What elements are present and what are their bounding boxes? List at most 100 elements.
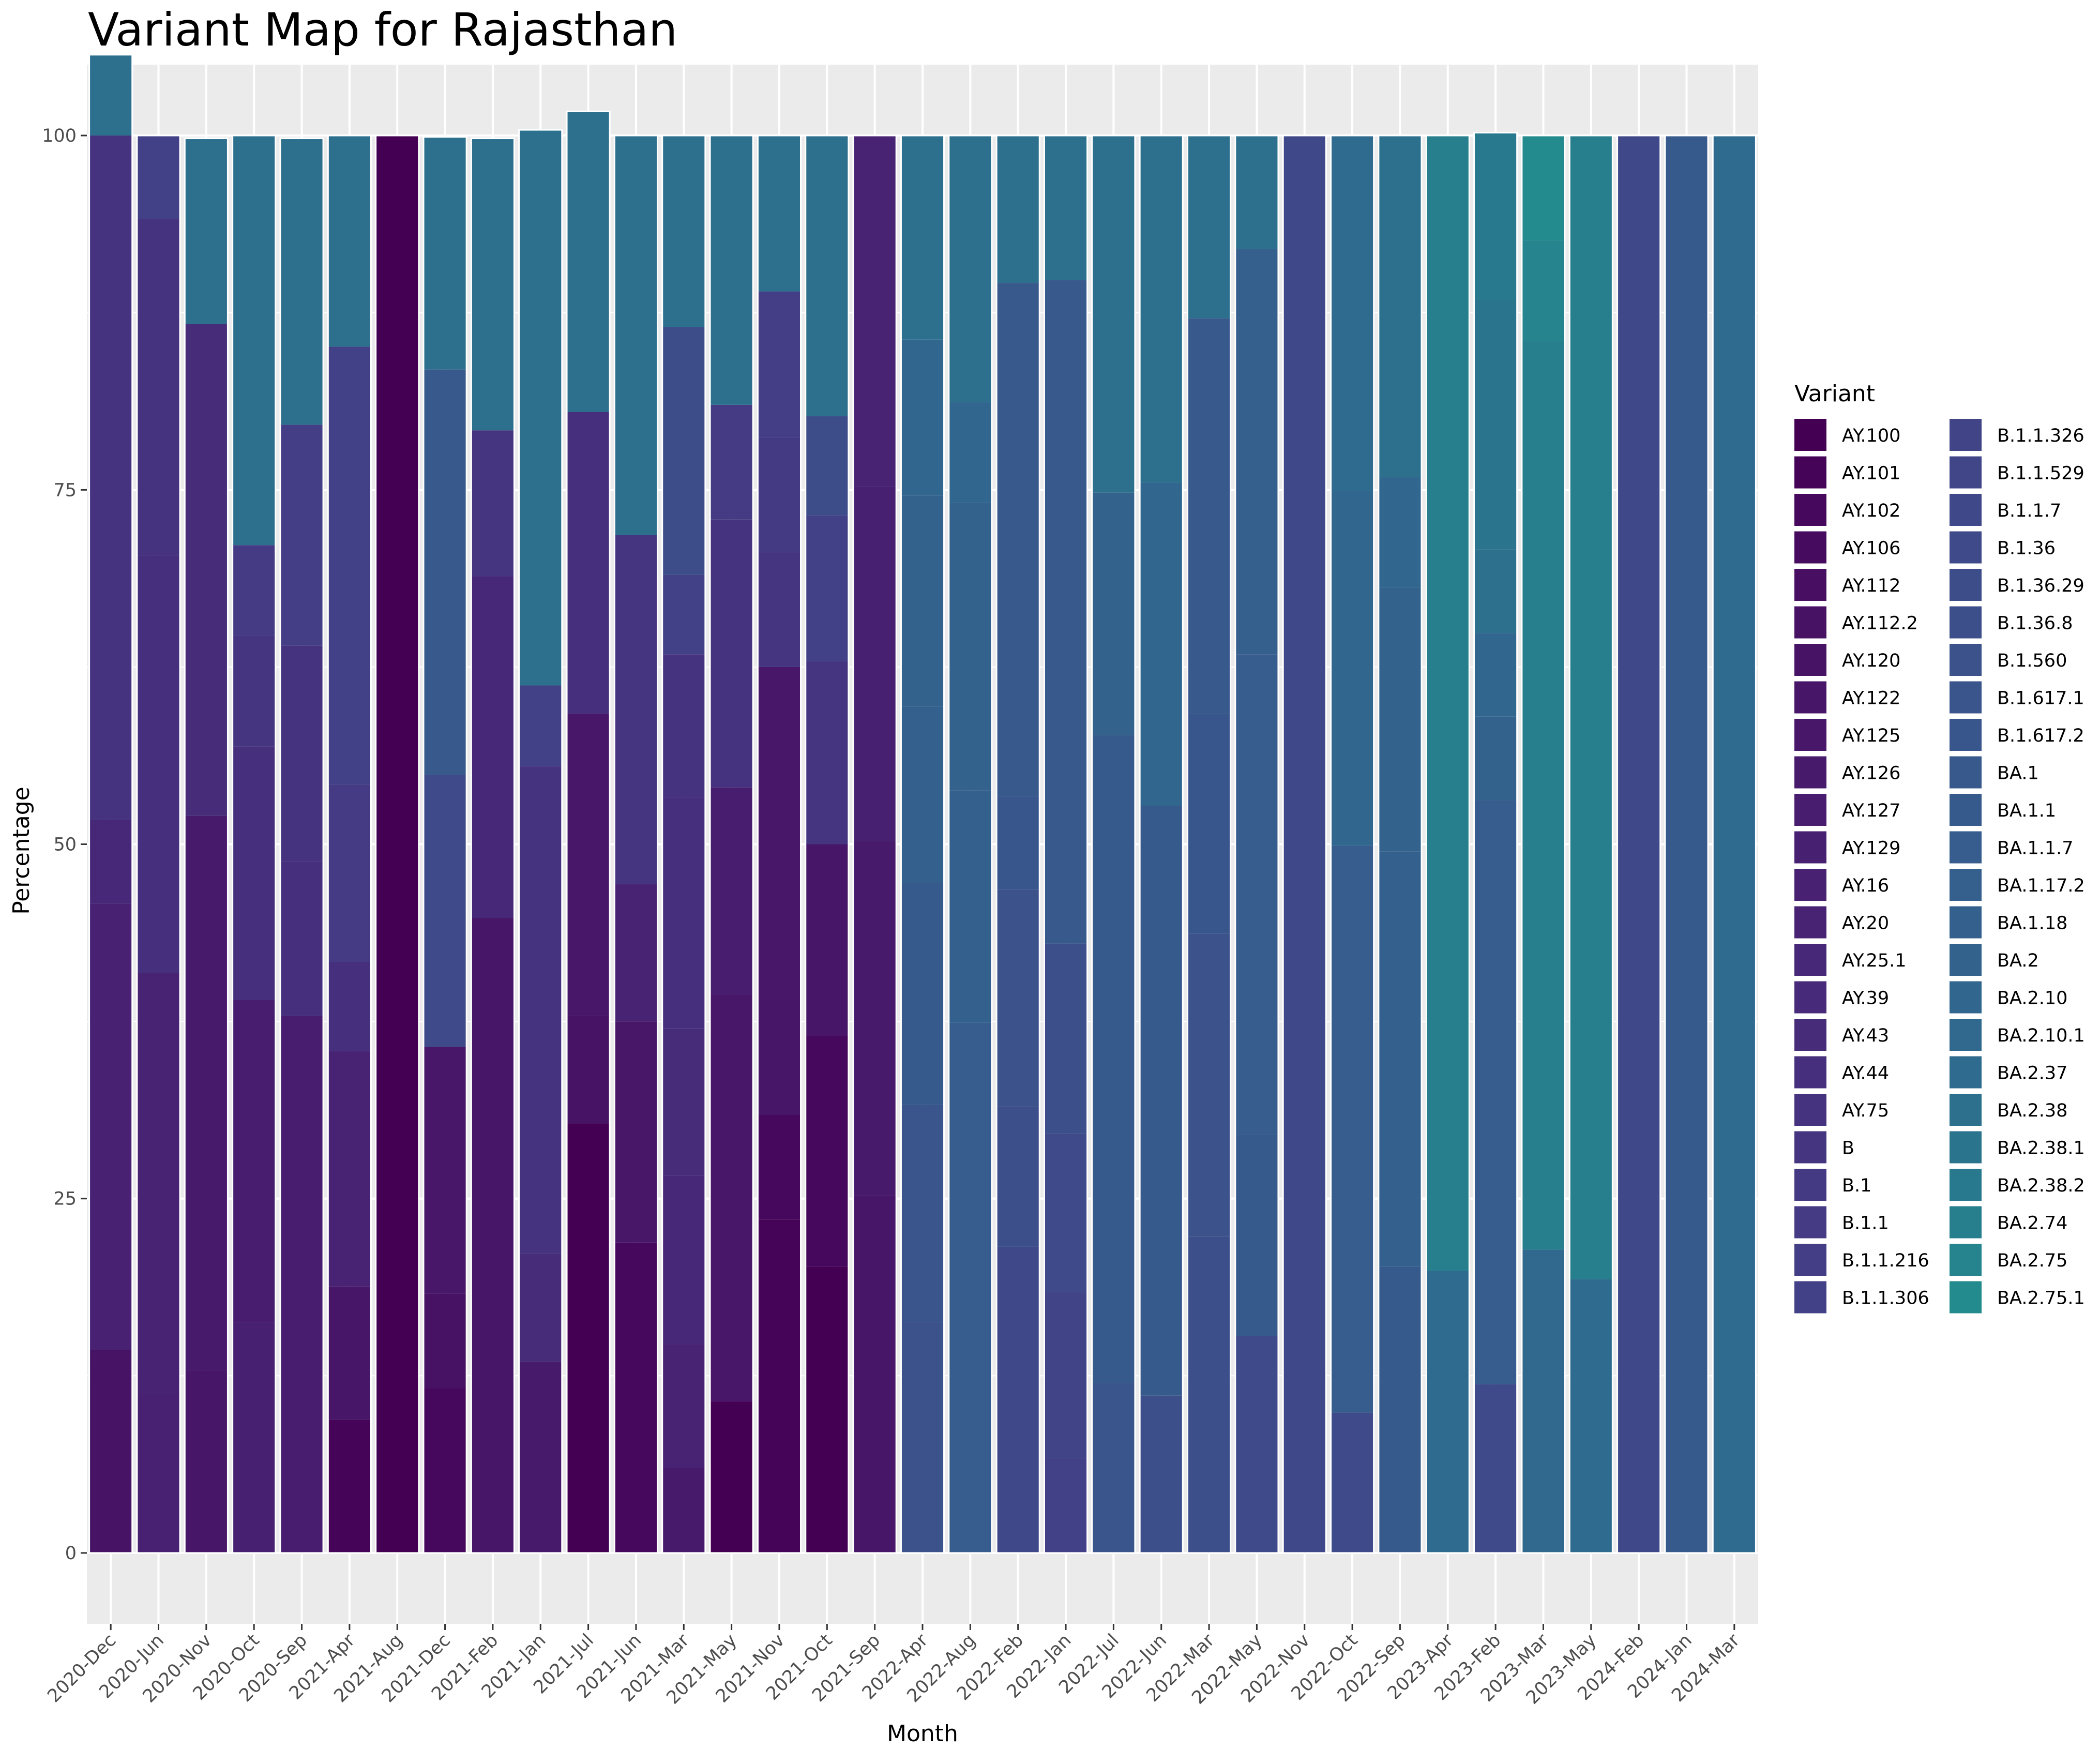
bar-segment bbox=[805, 661, 849, 844]
bar-segment bbox=[1283, 135, 1326, 1553]
legend-swatch bbox=[1794, 494, 1826, 526]
legend-swatch bbox=[1794, 1169, 1826, 1201]
bar-outline bbox=[184, 138, 229, 1554]
bar-outline bbox=[1521, 134, 1566, 1554]
legend-item: AY.112.2 bbox=[1794, 606, 1918, 639]
bar-stack bbox=[1616, 134, 1661, 1554]
bar-segment bbox=[996, 1246, 1040, 1553]
bar-segment bbox=[853, 841, 897, 1196]
bar-segment bbox=[805, 844, 849, 1036]
legend-item: B.1.1.529 bbox=[1950, 456, 2084, 489]
legend-item: BA.1.17.2 bbox=[1950, 869, 2085, 901]
bar-segment bbox=[1474, 549, 1517, 633]
legend-swatch bbox=[1794, 606, 1826, 639]
bar-segment bbox=[710, 994, 753, 1401]
legend-item: AY.102 bbox=[1794, 494, 1900, 526]
bar-segment bbox=[758, 1219, 801, 1553]
legend-item: B.1.36.29 bbox=[1950, 569, 2084, 601]
bar-outline bbox=[948, 134, 993, 1554]
bar-outline bbox=[613, 134, 658, 1554]
legend-item: AY.16 bbox=[1794, 869, 1889, 901]
legend-swatch bbox=[1794, 869, 1826, 901]
bar-segment bbox=[1187, 1236, 1231, 1553]
bar-outline bbox=[327, 134, 372, 1554]
legend-item: B.1.560 bbox=[1950, 644, 2067, 676]
legend-swatch bbox=[1794, 456, 1826, 489]
bar-segment bbox=[280, 861, 324, 1016]
bar-segment bbox=[280, 425, 324, 646]
legend-item: B.1.1.306 bbox=[1794, 1281, 1929, 1314]
legend-item: B.1 bbox=[1794, 1169, 1871, 1201]
bar-segment bbox=[471, 918, 515, 1553]
bar-stack bbox=[1187, 134, 1232, 1554]
legend-label: B.1.1.306 bbox=[1842, 1288, 1929, 1309]
bar-segment bbox=[1378, 851, 1422, 1267]
bar-segment bbox=[614, 884, 658, 1022]
bar-segment bbox=[1235, 249, 1278, 655]
legend-label: BA.2.38.2 bbox=[1997, 1175, 2085, 1196]
legend-label: B.1 bbox=[1842, 1175, 1871, 1196]
legend-label: BA.2 bbox=[1997, 951, 2039, 971]
bar-segment bbox=[996, 135, 1040, 283]
bar-stack bbox=[470, 138, 515, 1554]
legend-item: BA.2.74 bbox=[1950, 1206, 2067, 1239]
legend-label: AY.75 bbox=[1842, 1100, 1889, 1121]
legend-swatch bbox=[1950, 1094, 1982, 1126]
legend-swatch bbox=[1794, 944, 1826, 976]
bar-segment bbox=[710, 787, 753, 995]
bar-segment bbox=[1044, 943, 1087, 1134]
legend-swatch bbox=[1950, 719, 1982, 751]
bar-segment bbox=[1713, 135, 1756, 1553]
bar-stack bbox=[327, 134, 372, 1554]
legend-label: BA.1.18 bbox=[1997, 913, 2067, 934]
bar-segment bbox=[1092, 492, 1135, 735]
legend: AY.100 AY.101 AY.102 AY.106 AY.112 AY.112.2 AY… bbox=[1794, 419, 2085, 1314]
bar-segment bbox=[471, 138, 515, 431]
x-axis-title: Month bbox=[887, 1721, 958, 1747]
bar-segment bbox=[1187, 933, 1231, 1237]
bar-outline bbox=[805, 134, 850, 1554]
bar-outline bbox=[1712, 134, 1757, 1554]
bar-segment bbox=[328, 135, 371, 347]
bar-segment bbox=[1617, 135, 1660, 1553]
bar-segment bbox=[901, 339, 944, 496]
legend-label: B.1.36 bbox=[1997, 538, 2056, 559]
bar-segment bbox=[1521, 135, 1565, 240]
bar-stack bbox=[709, 134, 754, 1554]
bar-segment bbox=[614, 1021, 658, 1243]
bar-outline bbox=[1187, 134, 1232, 1554]
bar-outline bbox=[470, 138, 515, 1554]
bar-segment bbox=[280, 138, 324, 425]
bar-segment bbox=[137, 555, 180, 973]
legend-label: B.1.1 bbox=[1842, 1213, 1889, 1234]
legend-label: AY.120 bbox=[1842, 651, 1900, 671]
legend-swatch bbox=[1950, 1281, 1982, 1314]
bar-outline bbox=[136, 134, 181, 1554]
bar-segment bbox=[662, 797, 705, 1029]
legend-swatch bbox=[1794, 1206, 1826, 1239]
legend-label: BA.2.10 bbox=[1997, 988, 2067, 1009]
y-tick-label: 75 bbox=[53, 480, 77, 501]
legend-item: AY.20 bbox=[1794, 906, 1889, 939]
bar-segment bbox=[1140, 806, 1183, 1396]
bar-segment bbox=[328, 1286, 371, 1420]
legend-label: B.1.1.216 bbox=[1842, 1250, 1929, 1271]
legend-label: BA.2.38.1 bbox=[1997, 1138, 2085, 1159]
bar-segment bbox=[1092, 1383, 1135, 1553]
legend-item: BA.2.10.1 bbox=[1950, 1019, 2085, 1051]
bar-stack bbox=[279, 138, 324, 1554]
legend-item: B.1.1.216 bbox=[1794, 1244, 1929, 1276]
bar-stack bbox=[1378, 134, 1423, 1554]
bar-segment bbox=[328, 961, 371, 1051]
bar-segment bbox=[137, 219, 180, 555]
legend-item: B.1.36 bbox=[1950, 531, 2056, 564]
bar-segment bbox=[1331, 135, 1374, 492]
legend-label: B.1.560 bbox=[1997, 651, 2067, 671]
bar-segment bbox=[1140, 135, 1183, 483]
bar-segment bbox=[567, 714, 610, 1016]
bar-segment bbox=[1521, 341, 1565, 1250]
legend-label: AY.112 bbox=[1842, 576, 1900, 596]
bar-stack bbox=[948, 134, 993, 1554]
legend-item: AY.129 bbox=[1794, 831, 1900, 864]
bar-segment bbox=[424, 775, 467, 1047]
